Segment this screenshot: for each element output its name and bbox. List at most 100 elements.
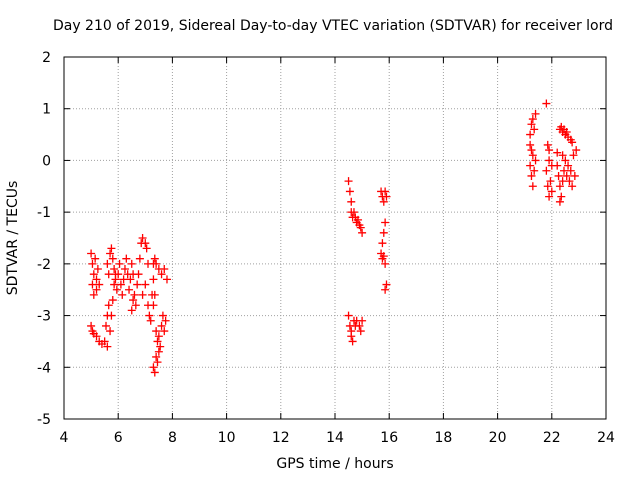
data-point-marker: [526, 140, 535, 149]
x-tick-label: 8: [168, 430, 177, 446]
data-point-marker: [119, 275, 128, 284]
data-point-marker: [88, 280, 97, 289]
data-point-marker: [527, 146, 536, 155]
data-point-marker: [104, 301, 113, 310]
data-point-marker: [382, 192, 391, 201]
data-point-marker: [102, 321, 111, 330]
data-point-marker: [543, 140, 552, 149]
y-tick-label: -2: [37, 257, 51, 273]
data-point-marker: [160, 327, 169, 336]
data-point-marker: [108, 296, 117, 305]
data-point-marker: [381, 218, 390, 227]
data-point-marker: [528, 151, 537, 160]
data-point-marker: [559, 166, 568, 175]
data-point-marker: [130, 290, 139, 299]
data-point-marker: [115, 259, 124, 268]
data-point-marker: [106, 249, 115, 258]
data-point-marker: [127, 306, 136, 315]
data-point-marker: [526, 130, 535, 139]
data-point-marker: [561, 156, 570, 165]
data-point-marker: [553, 148, 562, 157]
x-tick-label: 22: [543, 430, 561, 446]
data-point-marker: [131, 301, 140, 310]
data-point-marker: [354, 215, 363, 224]
data-point-marker: [554, 171, 563, 180]
data-point-marker: [125, 285, 134, 294]
data-point-marker: [381, 259, 390, 268]
data-point-marker: [545, 192, 554, 201]
data-point-marker: [565, 177, 574, 186]
data-point-marker: [141, 239, 150, 248]
y-tick-label: 2: [42, 50, 51, 66]
data-point-marker: [344, 311, 353, 320]
chart-title: Day 210 of 2019, Sidereal Day-to-day VTE…: [52, 18, 614, 34]
data-point-marker: [378, 239, 387, 248]
data-point-marker: [570, 171, 579, 180]
data-point-marker: [156, 342, 165, 351]
data-point-marker: [158, 311, 167, 320]
data-point-marker: [555, 182, 564, 191]
data-point-marker: [379, 228, 388, 237]
data-point-marker: [146, 316, 155, 325]
data-point-marker: [162, 275, 171, 284]
y-tick-label: -4: [37, 360, 51, 376]
y-tick-label: -5: [37, 412, 51, 428]
data-point-marker: [527, 171, 536, 180]
data-point-marker: [530, 166, 539, 175]
data-point-marker: [569, 151, 578, 160]
x-tick-label: 4: [60, 430, 69, 446]
data-point-marker: [92, 332, 101, 341]
data-point-marker: [543, 182, 552, 191]
data-point-marker: [154, 332, 163, 341]
data-point-marker: [110, 265, 119, 274]
data-point-marker: [562, 127, 571, 136]
data-point-marker: [531, 156, 540, 165]
data-point-marker: [553, 161, 562, 170]
data-point-marker: [107, 311, 116, 320]
x-tick-label: 20: [489, 430, 507, 446]
data-point-marker: [542, 166, 551, 175]
y-tick-label: 0: [42, 153, 51, 169]
data-point-marker: [542, 99, 551, 108]
data-point-marker: [379, 252, 388, 261]
data-point-marker: [106, 327, 115, 336]
data-point-marker: [530, 125, 539, 134]
data-point-marker: [545, 146, 554, 155]
x-tick-label: 16: [380, 430, 398, 446]
data-point-marker: [150, 368, 159, 377]
data-point-marker: [93, 265, 102, 274]
data-point-marker: [527, 120, 536, 129]
data-point-marker: [141, 280, 150, 289]
data-point-marker: [358, 316, 367, 325]
data-point-marker: [528, 115, 537, 124]
data-point-marker: [347, 327, 356, 336]
data-point-marker: [152, 352, 161, 361]
data-point-marker: [381, 285, 390, 294]
x-tick-label: 12: [272, 430, 290, 446]
data-point-marker: [145, 311, 154, 320]
data-point-marker: [103, 259, 112, 268]
data-point-marker: [157, 270, 166, 279]
data-point-marker: [572, 146, 581, 155]
data-point-marker: [547, 187, 556, 196]
data-point-marker: [127, 259, 136, 268]
data-point-marker: [142, 244, 151, 253]
data-point-marker: [111, 275, 120, 284]
x-tick-label: 14: [326, 430, 344, 446]
data-point-marker: [528, 182, 537, 191]
data-point-marker: [358, 228, 367, 237]
data-point-marker: [545, 156, 554, 165]
data-point-marker: [381, 187, 390, 196]
data-point-marker: [95, 280, 104, 289]
data-point-marker: [152, 327, 161, 336]
y-tick-label: 1: [42, 102, 51, 118]
data-point-marker: [129, 296, 138, 305]
data-point-marker: [103, 342, 112, 351]
x-axis-label: GPS time / hours: [276, 456, 394, 472]
data-point-marker: [133, 280, 142, 289]
data-point-marker: [379, 197, 388, 206]
data-point-marker: [114, 270, 123, 279]
x-tick-label: 24: [597, 430, 615, 446]
